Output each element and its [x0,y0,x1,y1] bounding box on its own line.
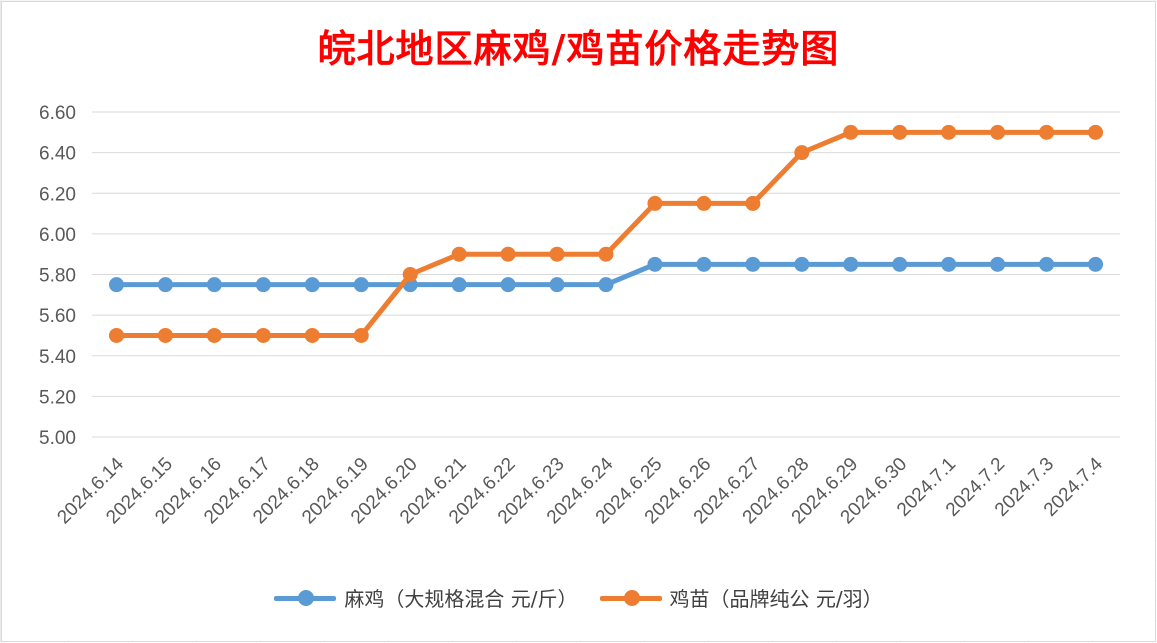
data-point-series-2-7 [451,246,467,262]
data-point-series-1-10 [598,277,614,293]
data-point-series-2-1 [157,327,173,343]
legend-marker-series-1 [274,588,337,608]
chart-title: 皖北地区麻鸡/鸡苗价格走势图 [317,26,840,71]
data-point-series-1-18 [990,256,1006,272]
data-point-series-2-10 [598,246,614,262]
y-tick-label-0: 5.00 [39,428,76,449]
legend-marker-series-2 [599,588,662,608]
data-point-series-1-2 [206,277,222,293]
data-point-series-1-8 [500,277,516,293]
legend-item-series-2[interactable]: 鸡苗（品牌纯公 元/羽） [599,583,883,612]
data-point-series-2-5 [353,327,369,343]
data-point-series-2-9 [549,246,565,262]
y-tick-label-3: 5.60 [39,306,76,327]
data-point-series-2-18 [990,124,1006,140]
data-point-series-1-4 [304,277,320,293]
legend-item-series-1[interactable]: 麻鸡（大规格混合 元/斤） [274,583,578,612]
data-point-series-1-17 [941,256,957,272]
data-point-series-2-19 [1039,124,1055,140]
y-tick-label-1: 5.20 [39,387,76,408]
data-point-series-2-20 [1088,124,1104,140]
data-point-series-2-3 [255,327,271,343]
data-point-series-1-11 [647,256,663,272]
data-point-series-2-11 [647,195,663,211]
data-point-series-1-9 [549,277,565,293]
data-point-series-2-12 [696,195,712,211]
data-point-series-1-13 [745,256,761,272]
y-tick-label-5: 6.00 [39,225,76,246]
data-point-series-1-19 [1039,256,1055,272]
legend-label-series-1: 麻鸡（大规格混合 元/斤） [344,587,578,611]
data-point-series-1-12 [696,256,712,272]
data-point-series-1-14 [794,256,810,272]
y-tick-label-2: 5.40 [39,347,76,368]
data-point-series-2-14 [794,145,810,161]
data-point-series-1-3 [255,277,271,293]
y-tick-label-4: 5.80 [39,266,76,287]
data-point-series-2-17 [941,124,957,140]
data-point-series-1-15 [843,256,859,272]
data-point-series-1-16 [892,256,908,272]
data-point-series-2-2 [206,327,222,343]
data-point-series-1-1 [157,277,173,293]
y-tick-label-7: 6.40 [39,144,76,165]
data-point-series-1-7 [451,277,467,293]
data-point-series-2-4 [304,327,320,343]
legend: 麻鸡（大规格混合 元/斤） 鸡苗（品牌纯公 元/羽） [0,583,1157,612]
data-point-series-2-15 [843,124,859,140]
y-tick-label-8: 6.60 [39,103,76,124]
data-point-series-2-16 [892,124,908,140]
data-point-series-2-8 [500,246,516,262]
data-point-series-2-6 [402,267,418,282]
y-tick-label-6: 6.20 [39,184,76,205]
data-point-series-1-0 [108,277,124,293]
data-point-series-1-20 [1088,256,1104,272]
data-point-series-2-13 [745,195,761,211]
data-point-series-1-5 [353,277,369,293]
legend-label-series-2: 鸡苗（品牌纯公 元/羽） [669,587,883,611]
data-point-series-2-0 [108,327,124,343]
